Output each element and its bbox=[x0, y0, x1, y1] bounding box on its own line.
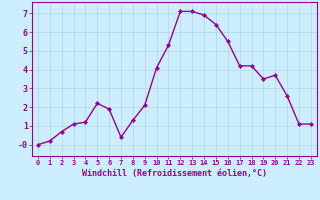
X-axis label: Windchill (Refroidissement éolien,°C): Windchill (Refroidissement éolien,°C) bbox=[82, 169, 267, 178]
